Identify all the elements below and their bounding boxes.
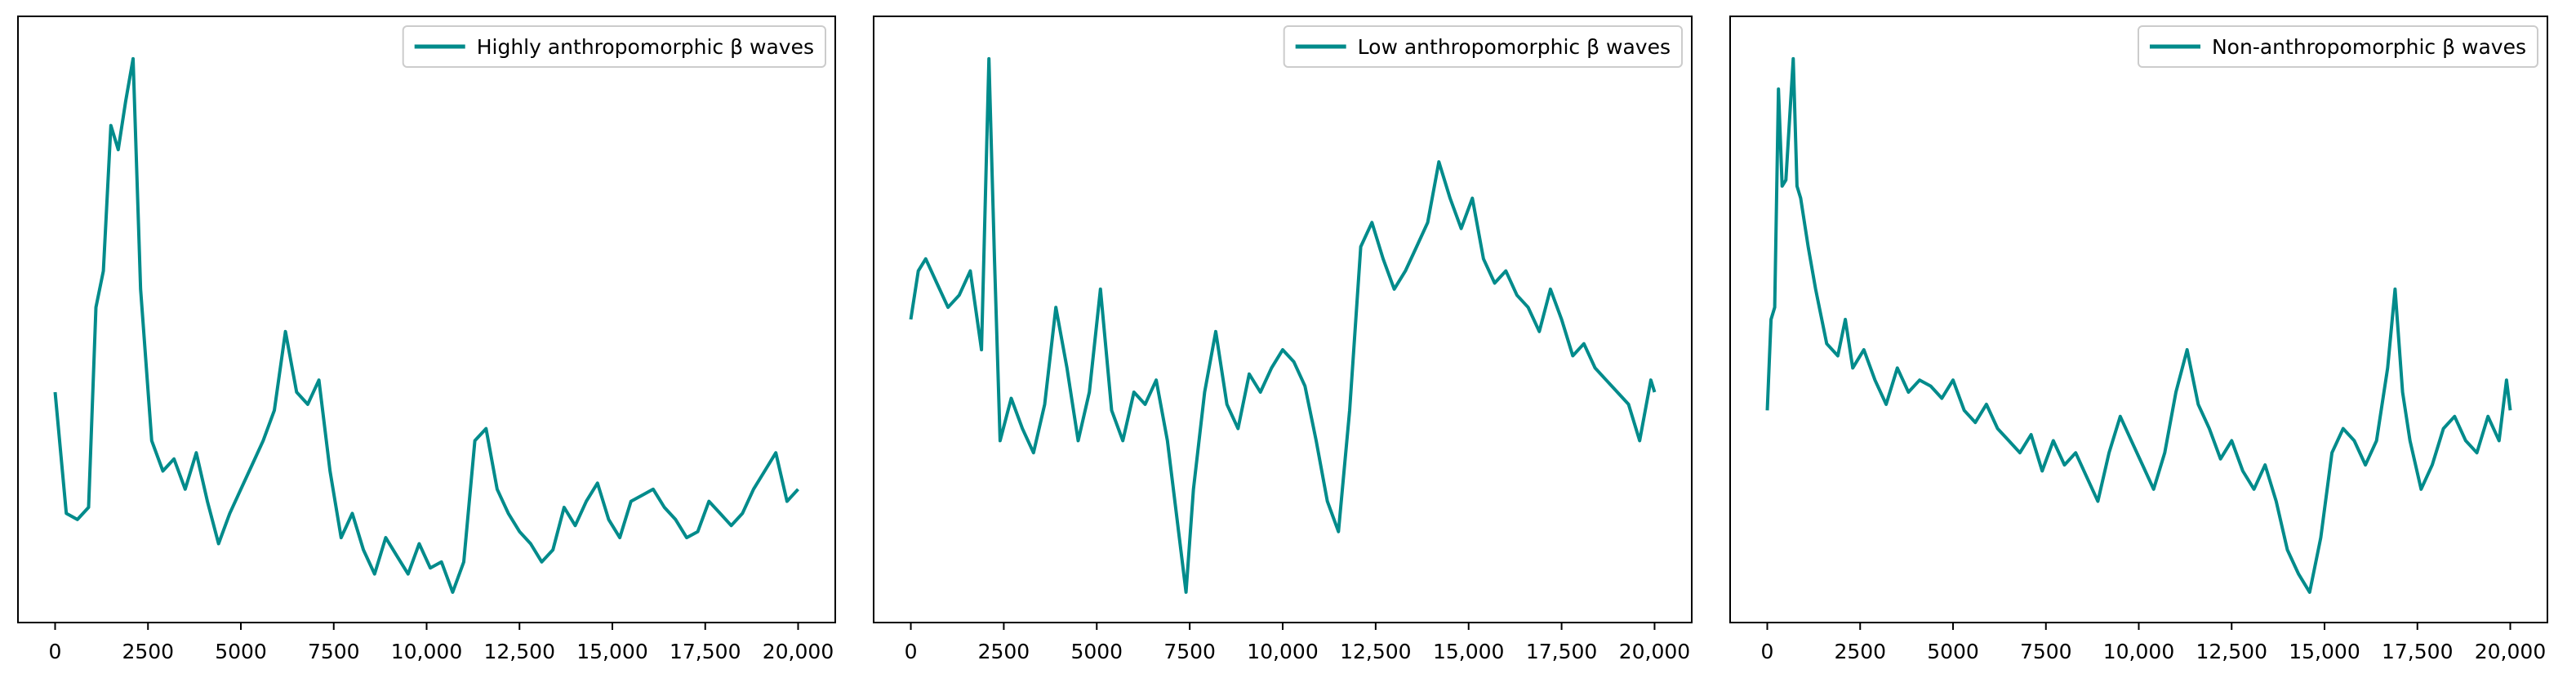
chart-panel-non-anthropomorphic: 0 2500 5000 7500 10,000 12,500 15,000 17,500 20,…	[1729, 16, 2548, 663]
series-line	[53, 56, 799, 594]
series-line	[1765, 56, 2512, 594]
legend-box	[1283, 25, 1683, 68]
x-tick-label: 0	[1761, 640, 1774, 663]
x-tick-label: 0	[905, 640, 918, 663]
x-tick-label: 12,500	[2196, 640, 2267, 663]
x-tick-label: 10,000	[391, 640, 462, 663]
x-tick-label: 15,000	[576, 640, 647, 663]
axes-frame	[17, 16, 836, 623]
axes-frame	[1729, 16, 2548, 623]
x-tick-label: 5000	[1927, 640, 1979, 663]
x-tick-label: 17,500	[2382, 640, 2453, 663]
x-tick-label: 20,000	[763, 640, 834, 663]
x-tick-label: 7500	[1163, 640, 1216, 663]
x-tick-label: 20,000	[1619, 640, 1690, 663]
series-line	[909, 56, 1657, 594]
legend-label: Non-anthropomorphic β waves	[2212, 35, 2526, 59]
x-tick-label: 12,500	[1340, 640, 1411, 663]
x-tick-label: 2500	[122, 640, 174, 663]
x-tick-label: 10,000	[2103, 640, 2174, 663]
x-tick-label: 5000	[1070, 640, 1123, 663]
legend-box	[2137, 25, 2538, 68]
x-tick-label: 15,000	[2289, 640, 2360, 663]
legend-label: Low anthropomorphic β waves	[1358, 35, 1671, 59]
x-tick-label: 0	[49, 640, 62, 663]
x-tick-label: 2500	[978, 640, 1030, 663]
x-tick-label: 2500	[1834, 640, 1886, 663]
chart-panel-low-anthropomorphic: 0 2500 5000 7500 10,000 12,500 15,000 17,500 20,…	[873, 16, 1693, 663]
x-tick-label: 7500	[308, 640, 360, 663]
chart-panel-highly-anthropomorphic: 0 2500 5000 7500 10,000 12,500 15,000 17,500 20,…	[17, 16, 836, 663]
x-tick-label: 15,000	[1433, 640, 1504, 663]
x-tick-label: 12,500	[484, 640, 555, 663]
x-tick-label: 20,000	[2475, 640, 2546, 663]
axes-frame	[873, 16, 1693, 623]
x-tick-label: 10,000	[1247, 640, 1318, 663]
x-tick-label: 7500	[2020, 640, 2072, 663]
x-tick-label: 17,500	[670, 640, 741, 663]
x-tick-label: 5000	[215, 640, 267, 663]
x-tick-label: 17,500	[1526, 640, 1597, 663]
legend-box	[402, 25, 826, 68]
legend-label: Highly anthropomorphic β waves	[477, 35, 814, 59]
